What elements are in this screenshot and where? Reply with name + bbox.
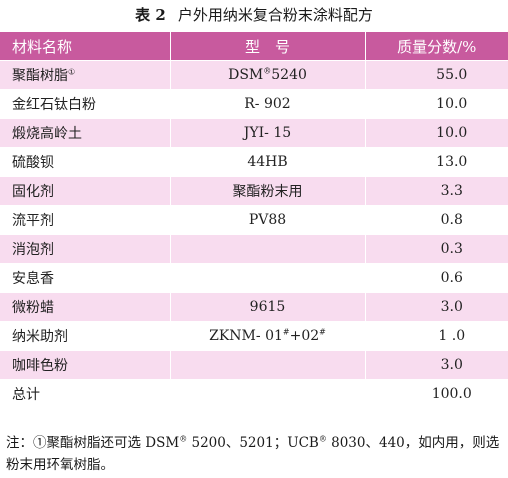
material-name: 安息香: [0, 263, 170, 293]
table-row: 金红石钛白粉 R- 902 10.0: [0, 89, 508, 119]
model-cell: 44HB: [169, 147, 365, 177]
hash-marker: #: [319, 327, 326, 337]
model-cell: 9615: [169, 292, 365, 322]
material-name: 煅烧高岭土: [0, 118, 170, 148]
model-text: DSM: [228, 67, 264, 83]
table-number: 表 2: [135, 6, 166, 24]
model-text: ZKNM- 01: [209, 328, 283, 344]
footnote-marker: ①: [68, 67, 76, 77]
model-suffix: 5240: [271, 67, 307, 83]
footnote-prefix: 注：①聚酯树脂还可选 DSM: [6, 435, 180, 451]
table-row: 纳米助剂 ZKNM- 01#+02# 1 .0: [0, 321, 508, 351]
mass-fraction-cell: 1 .0: [364, 321, 508, 351]
table-row: 消泡剂 0.3: [0, 234, 508, 264]
footnote-middle: 5200、5201；UCB: [187, 435, 319, 451]
model-cell: [169, 379, 365, 408]
mass-fraction-cell: 10.0: [364, 118, 508, 148]
material-name: 咖啡色粉: [0, 350, 170, 380]
table-row-total: 总计 100.0: [0, 379, 508, 408]
registered-mark: ®: [179, 434, 188, 444]
footnote-end: 8030、440，如内用，则选粉末用环氧树脂。: [6, 435, 500, 473]
mass-fraction-cell: 10.0: [364, 89, 508, 119]
mass-fraction-cell: 3.0: [364, 292, 508, 322]
table-row: 硫酸钡 44HB 13.0: [0, 147, 508, 177]
mass-fraction-cell: 0.6: [364, 263, 508, 293]
model-cell: [169, 263, 365, 293]
model-cell: DSM®5240: [169, 60, 365, 90]
table-row: 微粉蜡 9615 3.0: [0, 292, 508, 322]
material-name: 金红石钛白粉: [0, 89, 170, 119]
table-caption: 表 2 户外用纳米复合粉末涂料配方: [0, 0, 508, 32]
hash-marker: #: [282, 327, 290, 337]
model-cell: ZKNM- 01#+02#: [169, 321, 365, 351]
mass-fraction-cell: 55.0: [364, 60, 508, 90]
mass-fraction-cell: 3.3: [364, 176, 508, 206]
mass-fraction-cell: 0.3: [364, 234, 508, 264]
model-cell: [169, 234, 365, 264]
table-row: 安息香 0.6: [0, 263, 508, 293]
model-cell: [169, 350, 365, 380]
table-footnote: 注：①聚酯树脂还可选 DSM® 5200、5201；UCB® 8030、440，…: [6, 432, 504, 476]
header-material-name: 材料名称: [0, 32, 170, 61]
material-name: 纳米助剂: [0, 321, 170, 351]
model-cell: PV88: [169, 205, 365, 235]
material-name: 消泡剂: [0, 234, 170, 264]
material-name: 微粉蜡: [0, 292, 170, 322]
table-row: 聚酯树脂① DSM®5240 55.0: [0, 60, 508, 90]
table-title: 户外用纳米复合粉末涂料配方: [177, 6, 373, 24]
table-row: 固化剂 聚酯粉末用 3.3: [0, 176, 508, 206]
registered-mark: ®: [263, 66, 272, 76]
header-model: 型 号: [169, 32, 365, 61]
header-mass-fraction: 质量分数/%: [364, 32, 508, 61]
table-header-row: 材料名称 型 号 质量分数/%: [0, 32, 508, 61]
table-row: 煅烧高岭土 JYI- 15 10.0: [0, 118, 508, 148]
material-name: 硫酸钡: [0, 147, 170, 177]
mass-fraction-cell: 100.0: [364, 379, 508, 408]
mass-fraction-cell: 13.0: [364, 147, 508, 177]
material-name: 固化剂: [0, 176, 170, 206]
model-cell: R- 902: [169, 89, 365, 119]
model-suffix: +02: [289, 328, 320, 344]
model-cell: JYI- 15: [169, 118, 365, 148]
material-name: 聚酯树脂: [12, 68, 68, 84]
material-name-cell: 聚酯树脂①: [0, 60, 170, 90]
model-cell: 聚酯粉末用: [169, 176, 365, 206]
table-row: 咖啡色粉 3.0: [0, 350, 508, 380]
registered-mark: ®: [318, 434, 327, 444]
table-row: 流平剂 PV88 0.8: [0, 205, 508, 235]
mass-fraction-cell: 0.8: [364, 205, 508, 235]
material-name: 总计: [0, 379, 170, 408]
material-name: 流平剂: [0, 205, 170, 235]
mass-fraction-cell: 3.0: [364, 350, 508, 380]
formula-table: 材料名称 型 号 质量分数/% 聚酯树脂① DSM®5240 55.0 金红石钛…: [0, 32, 508, 408]
